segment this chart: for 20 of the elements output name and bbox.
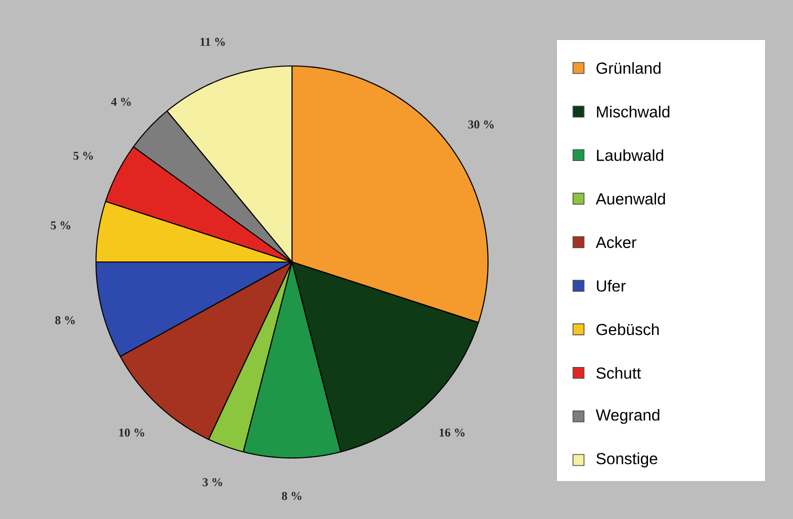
legend-label: Grünland <box>596 62 660 74</box>
data-label: 3 % <box>202 478 222 486</box>
legend-label: Acker <box>596 236 636 248</box>
legend-label: Gebüsch <box>596 323 659 336</box>
legend-label: Mischwald <box>597 106 670 118</box>
data-label: 5 % <box>50 221 70 230</box>
data-label: 8 % <box>55 316 75 324</box>
data-label: 8 % <box>282 492 302 500</box>
legend-label: Wegrand <box>596 408 660 424</box>
legend-label: Schutt <box>596 367 641 379</box>
data-label: 5 % <box>73 152 93 160</box>
data-label: 4 % <box>111 98 131 106</box>
legend-label: Auenwald <box>596 192 665 205</box>
legend-label: Ufer <box>596 280 626 292</box>
data-label: 11 % <box>200 38 225 46</box>
data-label: 16 % <box>440 428 465 437</box>
data-label: 10 % <box>119 428 144 437</box>
data-label: 30 % <box>468 120 494 129</box>
legend-label: Sonstige <box>596 452 658 468</box>
legend-label: Laubwald <box>597 149 664 161</box>
